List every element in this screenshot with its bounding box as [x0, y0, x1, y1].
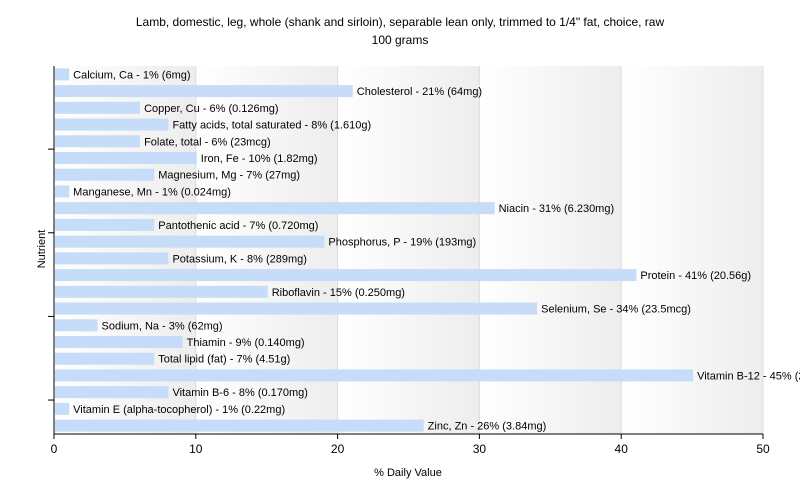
bar-label: Iron, Fe - 10% (1.82mg)	[201, 153, 318, 165]
chart-subtitle: 100 grams	[372, 33, 429, 47]
bar-label: Folate, total - 6% (23mcg)	[144, 136, 271, 148]
bar-label: Potassium, K - 8% (289mg)	[172, 253, 307, 265]
bar	[55, 152, 197, 164]
bar-label: Pantothenic acid - 7% (0.720mg)	[158, 220, 318, 232]
bar-label: Niacin - 31% (6.230mg)	[499, 203, 615, 215]
bar	[55, 101, 141, 114]
bar	[55, 302, 538, 315]
bar	[55, 352, 155, 365]
bar	[55, 202, 495, 215]
x-tick-label: 0	[51, 442, 58, 456]
bar-label: Riboflavin - 15% (0.250mg)	[272, 287, 405, 299]
bar	[55, 336, 183, 348]
axes-group	[48, 66, 764, 439]
bar-label: Total lipid (fat) - 7% (4.51g)	[158, 354, 290, 366]
x-tick-label: 10	[189, 442, 203, 456]
bar-label: Fatty acids, total saturated - 8% (1.610…	[172, 120, 371, 132]
bar	[55, 235, 325, 248]
bar-label: Protein - 41% (20.56g)	[640, 270, 751, 282]
x-tick-labels: 0 10 20 30 40 50	[51, 442, 770, 456]
x-axis-title: % Daily Value	[374, 467, 442, 479]
bars-group	[55, 68, 694, 432]
bar	[55, 252, 169, 265]
bar	[55, 185, 70, 198]
bar-label: Selenium, Se - 34% (23.5mcg)	[541, 304, 691, 316]
bar	[55, 319, 98, 332]
x-tick-label: 20	[331, 442, 345, 456]
bar	[55, 285, 268, 298]
y-axis-title: Nutrient	[36, 230, 48, 269]
bar-label: Vitamin B-6 - 8% (0.170mg)	[172, 387, 308, 399]
bar-label: Calcium, Ca - 1% (6mg)	[73, 69, 190, 81]
bar-label: Phosphorus, P - 19% (193mg)	[328, 237, 476, 249]
chart-title: Lamb, domestic, leg, whole (shank and si…	[136, 15, 665, 29]
bar	[55, 269, 637, 282]
bar	[55, 386, 169, 399]
bar-label: Vitamin B-12 - 45% (2.70mcg)	[697, 370, 800, 382]
bar	[55, 135, 141, 148]
bar	[55, 168, 155, 181]
bar	[55, 85, 353, 98]
bar-label: Magnesium, Mg - 7% (27mg)	[158, 170, 300, 182]
bar	[55, 419, 424, 432]
x-tick-label: 50	[756, 442, 770, 456]
bar	[55, 68, 70, 81]
bar-label: Manganese, Mn - 1% (0.024mg)	[73, 186, 231, 198]
bar-label: Copper, Cu - 6% (0.126mg)	[144, 103, 279, 115]
bar-label: Sodium, Na - 3% (62mg)	[102, 320, 223, 332]
bar-label: Thiamin - 9% (0.140mg)	[187, 337, 305, 349]
bar	[55, 218, 155, 231]
bar-labels-group: Calcium, Ca - 1% (6mg) Cholesterol - 21% …	[73, 69, 800, 432]
bar	[55, 402, 70, 415]
x-tick-label: 30	[473, 442, 487, 456]
x-tick-label: 40	[615, 442, 629, 456]
bar	[55, 369, 694, 382]
bar-label: Zinc, Zn - 26% (3.84mg)	[428, 421, 547, 433]
bar-label: Cholesterol - 21% (64mg)	[357, 86, 482, 98]
bar	[55, 118, 169, 131]
bar-label: Vitamin E (alpha-tocopherol) - 1% (0.22m…	[73, 404, 285, 416]
